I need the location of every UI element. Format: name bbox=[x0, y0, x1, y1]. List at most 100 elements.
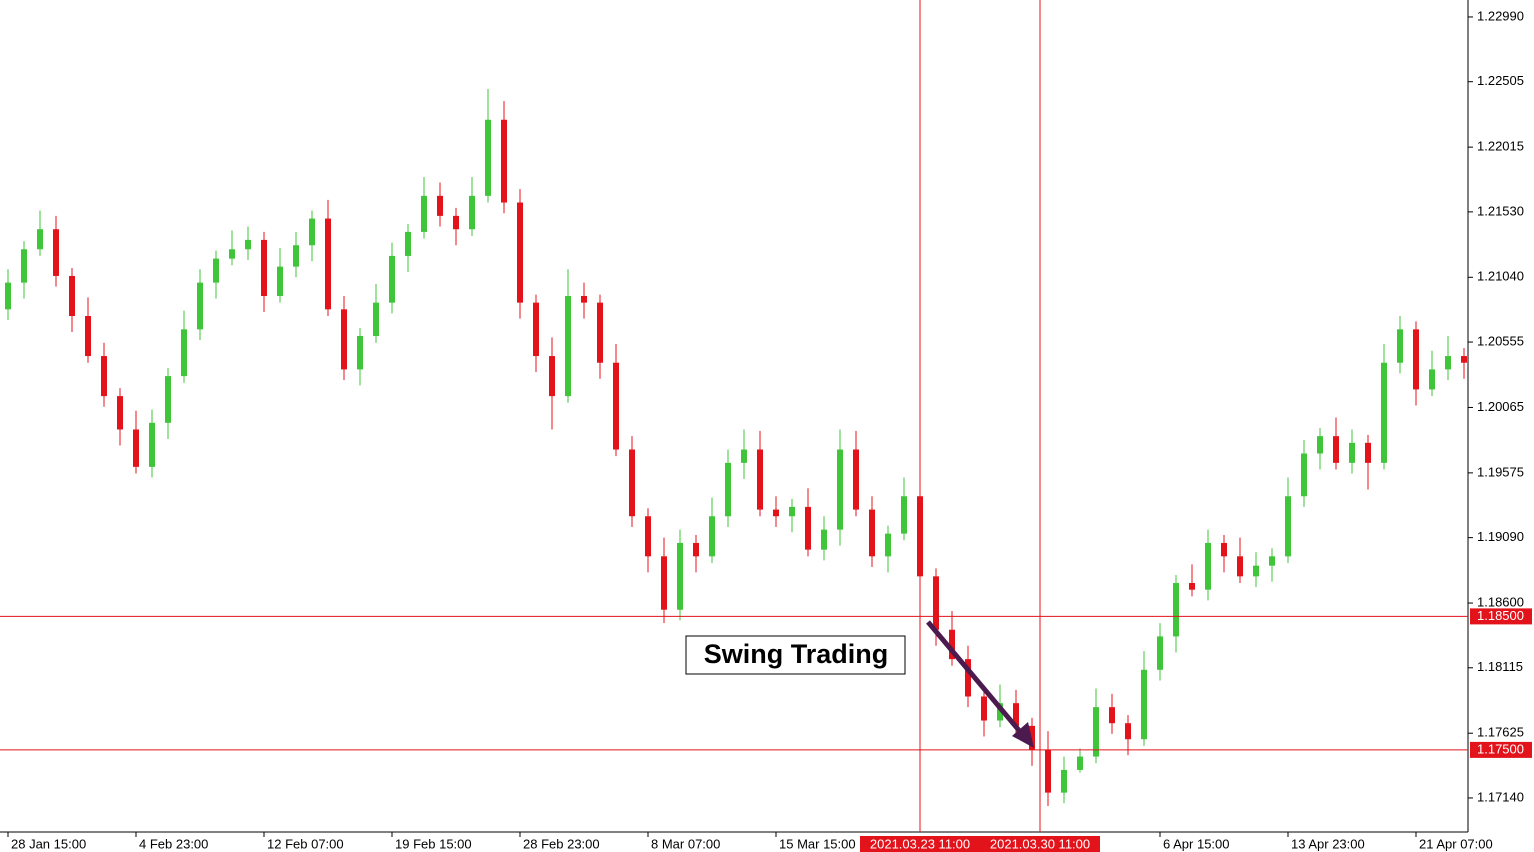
candle-body bbox=[629, 449, 635, 517]
candle-body bbox=[869, 509, 875, 557]
candle-body bbox=[117, 396, 123, 430]
candle-body bbox=[693, 542, 699, 557]
candle-body bbox=[725, 462, 731, 517]
candle-body bbox=[677, 542, 683, 610]
candle-body bbox=[645, 516, 651, 557]
time-label-box bbox=[860, 836, 980, 852]
y-tick-label: 1.21530 bbox=[1477, 203, 1524, 218]
y-tick-label: 1.22505 bbox=[1477, 73, 1524, 88]
candle-body bbox=[1109, 707, 1115, 724]
candle-body bbox=[229, 249, 235, 259]
x-tick-label: 28 Feb 23:00 bbox=[523, 836, 600, 851]
candle-body bbox=[773, 509, 779, 517]
candle-body bbox=[165, 376, 171, 423]
candle-body bbox=[1461, 356, 1467, 363]
x-tick-label: 19 Feb 15:00 bbox=[395, 836, 472, 851]
candle-body bbox=[565, 295, 571, 397]
y-tick-label: 1.22990 bbox=[1477, 8, 1524, 23]
candle-body bbox=[1269, 556, 1275, 566]
candle-body bbox=[213, 258, 219, 283]
x-tick-label: 8 Mar 07:00 bbox=[651, 836, 720, 851]
y-tick-label: 1.21040 bbox=[1477, 269, 1524, 284]
candle-body bbox=[373, 302, 379, 337]
candle-body bbox=[533, 302, 539, 357]
candle-body bbox=[581, 295, 587, 303]
x-tick-label: 28 Jan 15:00 bbox=[11, 836, 86, 851]
candle-body bbox=[1093, 707, 1099, 757]
x-tick-label: 13 Apr 23:00 bbox=[1291, 836, 1365, 851]
candle-body bbox=[517, 202, 523, 303]
candle-body bbox=[437, 195, 443, 216]
candle-body bbox=[837, 449, 843, 530]
candle-body bbox=[821, 529, 827, 550]
candle-body bbox=[389, 255, 395, 303]
candle-body bbox=[1125, 723, 1131, 740]
candle-body bbox=[1061, 769, 1067, 793]
price-label: 1.17500 bbox=[1477, 741, 1524, 756]
y-tick-label: 1.22015 bbox=[1477, 139, 1524, 154]
candle-body bbox=[1141, 669, 1147, 740]
time-label-box bbox=[980, 836, 1100, 852]
price-label-box bbox=[1470, 741, 1532, 758]
candle-body bbox=[1445, 356, 1451, 370]
candle-body bbox=[1317, 436, 1323, 454]
candle-body bbox=[245, 239, 251, 250]
candle-body bbox=[1381, 362, 1387, 463]
candle-body bbox=[1029, 725, 1035, 750]
candle-body bbox=[1413, 329, 1419, 390]
candle-body bbox=[341, 309, 347, 370]
price-label-box bbox=[1470, 608, 1532, 625]
annotation-box bbox=[685, 635, 906, 675]
arrow-shaft bbox=[926, 620, 1024, 736]
candle-body bbox=[997, 703, 1003, 721]
plot-area bbox=[5, 89, 1467, 806]
candle-body bbox=[1045, 749, 1051, 793]
candle-body bbox=[1077, 756, 1083, 770]
candle-body bbox=[1013, 703, 1019, 726]
candle-body bbox=[501, 119, 507, 203]
y-tick-label: 1.17140 bbox=[1477, 789, 1524, 804]
candle-body bbox=[37, 229, 43, 250]
candle-body bbox=[485, 119, 491, 196]
candle-body bbox=[1205, 542, 1211, 590]
candle-body bbox=[85, 316, 91, 357]
candle-body bbox=[965, 659, 971, 697]
arrow-head bbox=[1012, 722, 1034, 748]
candle-body bbox=[197, 282, 203, 330]
candle-body bbox=[101, 356, 107, 397]
x-tick-label: 6 Apr 15:00 bbox=[1163, 836, 1230, 851]
candle-body bbox=[1333, 436, 1339, 463]
candle-body bbox=[933, 576, 939, 630]
candle-body bbox=[453, 215, 459, 230]
candle-body bbox=[357, 336, 363, 370]
candle-body bbox=[405, 231, 411, 256]
candle-body bbox=[757, 449, 763, 510]
candle-body bbox=[709, 516, 715, 557]
candle-body bbox=[293, 245, 299, 267]
candle-body bbox=[981, 696, 987, 721]
y-tick-label: 1.20555 bbox=[1477, 333, 1524, 348]
candle-body bbox=[53, 229, 59, 276]
x-tick-label: 15 Mar 15:00 bbox=[779, 836, 856, 851]
annotation: Swing Trading bbox=[704, 639, 889, 669]
candle-body bbox=[133, 429, 139, 467]
candle-body bbox=[325, 218, 331, 310]
candle-body bbox=[261, 239, 267, 296]
candle-body bbox=[149, 422, 155, 467]
candle-body bbox=[1301, 453, 1307, 497]
candle-body bbox=[309, 218, 315, 246]
candle-body bbox=[69, 275, 75, 317]
candle-body bbox=[469, 195, 475, 230]
candle-body bbox=[789, 506, 795, 517]
candle-body bbox=[597, 302, 603, 363]
candle-body bbox=[1429, 369, 1435, 390]
y-tick-label: 1.19090 bbox=[1477, 529, 1524, 544]
candle-body bbox=[1157, 636, 1163, 670]
time-label: 2021.03.23 11:00 bbox=[870, 836, 970, 851]
candle-body bbox=[805, 506, 811, 550]
candle-body bbox=[613, 362, 619, 450]
y-tick-label: 1.18600 bbox=[1477, 594, 1524, 609]
candle-body bbox=[1365, 442, 1371, 463]
